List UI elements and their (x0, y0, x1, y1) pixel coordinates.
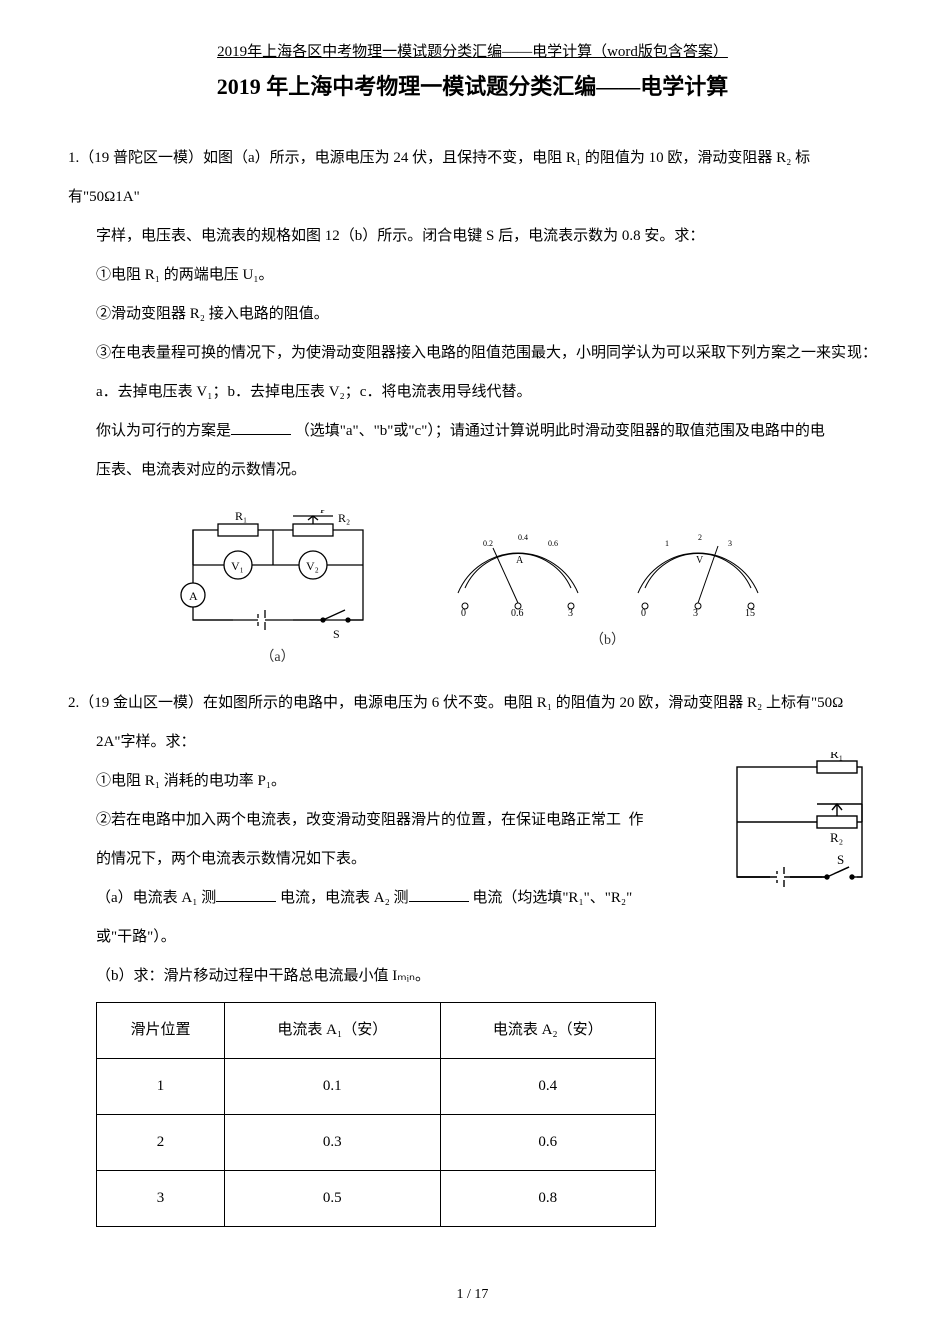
term: 0.6 (511, 608, 524, 619)
page-footer: 1 / 17 (68, 1287, 877, 1303)
p2-q2e: （b）求：滑片移动过程中干路总电流最小值 Iₘᵢₙ。 (68, 957, 877, 996)
p2-q2c-post: 电流（均选填"R₁"、"R₂" (472, 890, 632, 906)
blank-2 (216, 885, 276, 902)
term: 3 (568, 608, 573, 619)
th-2: 电流表 A₂（安） (440, 1003, 655, 1059)
blank-1 (231, 418, 291, 435)
tick: 1 (665, 539, 669, 548)
p1-source: （19 普陀区一模）如图（a）所示，电源电压为 24 伏，且保持不变，电阻 R₁… (68, 150, 810, 205)
cell: 0.1 (225, 1059, 440, 1115)
th-0: 滑片位置 (97, 1003, 225, 1059)
p1-line2: 字样，电压表、电流表的规格如图 12（b）所示。闭合电键 S 后，电流表示数为 … (68, 217, 877, 256)
term: 3 (693, 608, 698, 619)
unit-v: V (696, 555, 704, 566)
unit-a: A (516, 555, 524, 566)
p1-q1: ①电阻 R₁ 的两端电压 U₁。 (68, 256, 877, 295)
table-row: 1 0.1 0.4 (97, 1059, 656, 1115)
p1-q2: ②滑动变阻器 R₂ 接入电路的阻值。 (68, 295, 877, 334)
problem-2: 2.（19 金山区一模）在如图所示的电路中，电源电压为 6 伏不变。电阻 R₁ … (68, 684, 877, 1227)
voltmeter-dial: 1 2 3 V 0 3 15 (623, 528, 773, 623)
tick: 3 (728, 539, 732, 548)
label-a: A (189, 589, 198, 603)
cell: 0.4 (440, 1059, 655, 1115)
p1-q3a-end: 现： (847, 334, 877, 373)
tick: 0.4 (518, 533, 528, 542)
cell: 0.5 (225, 1171, 440, 1227)
p2-q2a-end: 作 (629, 812, 644, 828)
c2-s: S (837, 852, 844, 867)
table-row: 2 0.3 0.6 (97, 1115, 656, 1171)
cell: 0.3 (225, 1115, 440, 1171)
p2-q2c-pre: （a）电流表 A₁ 测 (96, 890, 216, 906)
circuit-a-diagram: R₁ P R₂ V₁ V₂ A S (173, 510, 383, 640)
tick: 0.6 (548, 539, 558, 548)
p2-q2d: 或"干路"）。 (68, 918, 877, 957)
tick: 2 (698, 533, 702, 542)
label-v1: V₁ (231, 559, 244, 573)
data-table: 滑片位置 电流表 A₁（安） 电流表 A₂（安） 1 0.1 0.4 2 0.3… (96, 1002, 656, 1227)
p1-q3c-post: （选填"a"、"b"或"c"）；请通过计算说明此时滑动变阻器的取值范围及电路中的… (295, 423, 825, 439)
table-header-row: 滑片位置 电流表 A₁（安） 电流表 A₂（安） (97, 1003, 656, 1059)
blank-3 (409, 885, 469, 902)
term: 0 (641, 608, 646, 619)
label-s: S (333, 627, 340, 640)
label-v2: V₂ (306, 559, 319, 573)
label-r2: R₂ (338, 511, 350, 525)
p1-figures: R₁ P R₂ V₁ V₂ A S （a） 0.2 (68, 510, 877, 666)
c2-r2: R₂ (830, 830, 843, 845)
page-header: 2019年上海各区中考物理一模试题分类汇编——电学计算（word版包含答案） (68, 40, 877, 61)
cell: 2 (97, 1115, 225, 1171)
p2-q2a: ②若在电路中加入两个电流表，改变滑动变阻器滑片的位置，在保证电路正常工 (96, 812, 621, 828)
p1-q3b: a．去掉电压表 V₁；b．去掉电压表 V₂；c．将电流表用导线代替。 (68, 373, 877, 412)
main-title: 2019 年上海中考物理一模试题分类汇编——电学计算 (68, 69, 877, 101)
p2-source: （19 金山区一模）在如图所示的电路中，电源电压为 6 伏不变。电阻 R₁ 的阻… (79, 695, 843, 711)
p2-q2c-mid: 电流，电流表 A₂ 测 (280, 890, 409, 906)
circuit-2-diagram: R₁ R₂ S (722, 752, 877, 902)
table-row: 3 0.5 0.8 (97, 1171, 656, 1227)
label-r1: R₁ (235, 510, 247, 523)
cell: 3 (97, 1171, 225, 1227)
cell: 1 (97, 1059, 225, 1115)
label-p: P (320, 510, 326, 516)
fig-a-caption: （a） (260, 646, 294, 666)
p2-number: 2. (68, 695, 79, 711)
p1-q3d: 压表、电流表对应的示数情况。 (68, 451, 877, 490)
c2-r1: R₁ (830, 752, 843, 761)
th-1: 电流表 A₁（安） (225, 1003, 440, 1059)
fig-b-caption: （b） (590, 629, 625, 649)
ammeter-dial: 0.2 0.4 0.6 A 0 0.6 3 (443, 528, 593, 623)
problem-1: 1.（19 普陀区一模）如图（a）所示，电源电压为 24 伏，且保持不变，电阻 … (68, 139, 877, 490)
tick: 0.2 (483, 539, 493, 548)
p1-number: 1. (68, 150, 79, 166)
p1-q3a: ③在电表量程可换的情况下，为使滑动变阻器接入电路的阻值范围最大，小明同学认为可以… (96, 334, 846, 373)
term: 0 (461, 608, 466, 619)
cell: 0.8 (440, 1171, 655, 1227)
cell: 0.6 (440, 1115, 655, 1171)
term: 15 (745, 608, 755, 619)
p1-q3c-pre: 你认为可行的方案是 (96, 423, 231, 439)
